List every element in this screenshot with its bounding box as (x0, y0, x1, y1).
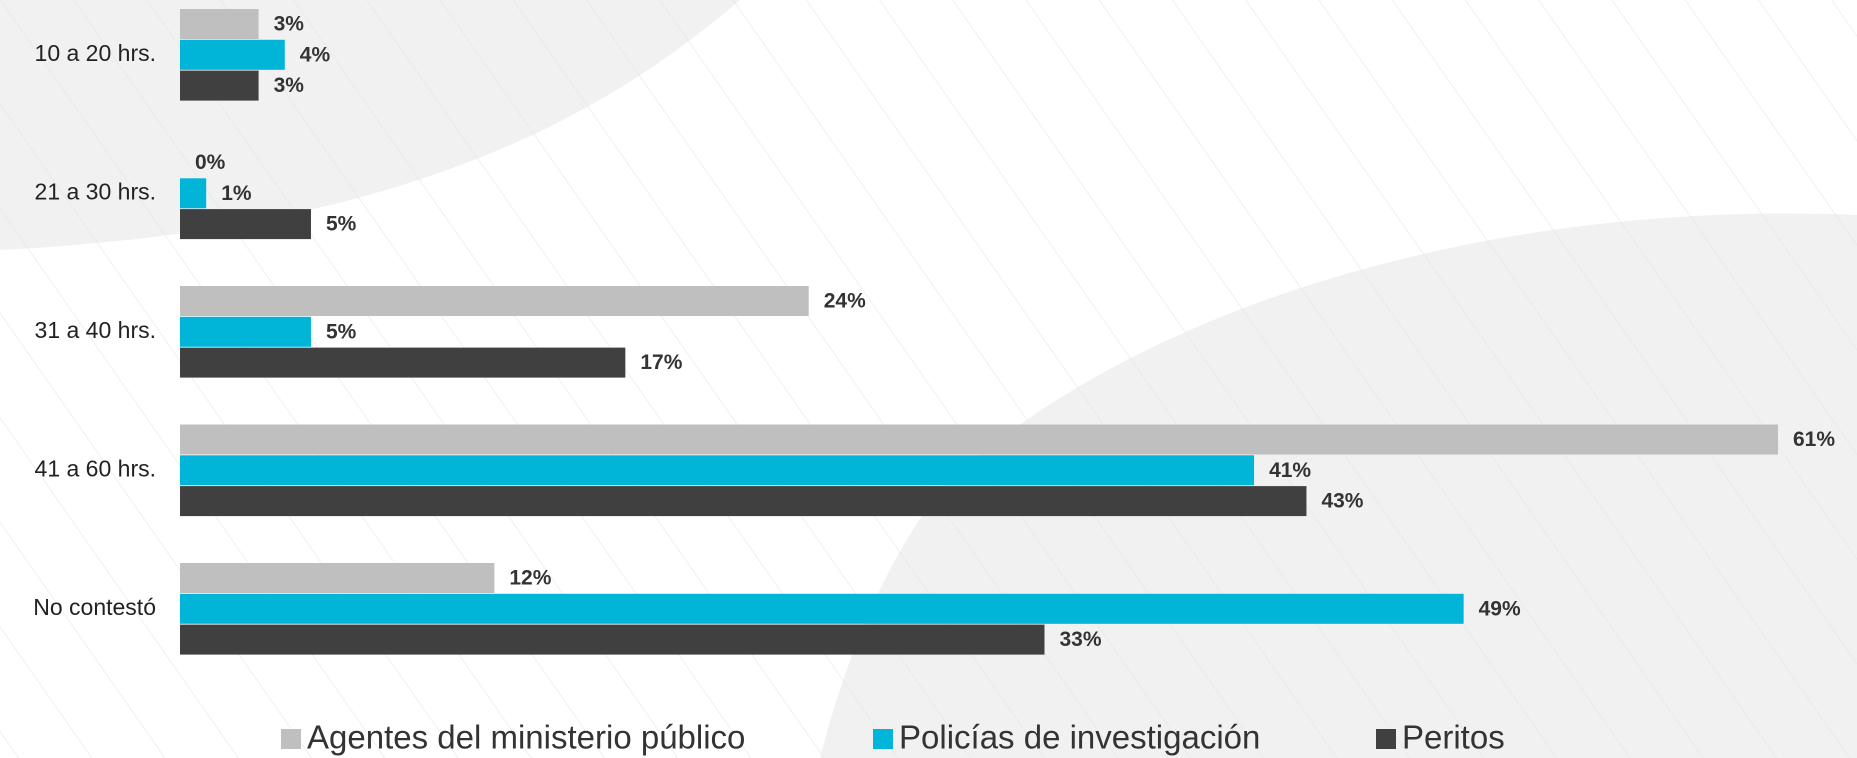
value-label: 0% (195, 151, 226, 174)
value-label: 3% (274, 13, 305, 36)
category-label: No contestó (33, 594, 156, 620)
bar (180, 178, 207, 209)
legend-swatch (1376, 729, 1396, 749)
bar (180, 563, 495, 593)
bar (180, 424, 1778, 455)
plot-area: 10 a 20 hrs. 3% 4% 3% 21 a 30 hrs. 0% 1% 5% 31 a… (33, 9, 1835, 655)
legend-label: Policías de investigación (899, 719, 1260, 756)
value-label: 61% (1793, 428, 1835, 451)
legend-label: Peritos (1402, 719, 1505, 756)
legend-swatch (281, 729, 301, 749)
category-label: 21 a 30 hrs. (35, 178, 156, 204)
value-label: 49% (1479, 597, 1521, 620)
value-label: 17% (640, 351, 682, 374)
category-label: 31 a 40 hrs. (35, 317, 156, 343)
bar (180, 39, 285, 70)
bar (180, 593, 1464, 624)
value-label: 33% (1059, 628, 1101, 651)
value-label: 4% (300, 43, 331, 66)
bar (180, 209, 311, 240)
value-label: 12% (509, 567, 551, 590)
legend-swatch (873, 729, 893, 749)
bar (180, 286, 809, 316)
value-label: 3% (274, 74, 305, 97)
value-label: 5% (326, 320, 357, 343)
value-label: 24% (824, 290, 866, 313)
legend: Agentes del ministerio público Policías d… (281, 719, 1505, 756)
bar (180, 316, 311, 347)
bar (180, 486, 1307, 517)
bar (180, 347, 626, 378)
bar (180, 455, 1255, 486)
value-label: 1% (221, 182, 252, 205)
legend-label: Agentes del ministerio público (307, 719, 745, 756)
bar (180, 70, 259, 101)
value-label: 43% (1321, 490, 1363, 513)
value-label: 5% (326, 213, 357, 236)
category-label: 10 a 20 hrs. (35, 40, 156, 66)
value-label: 41% (1269, 459, 1311, 482)
bar (180, 624, 1045, 655)
bar (180, 9, 259, 39)
category-label: 41 a 60 hrs. (35, 455, 156, 481)
